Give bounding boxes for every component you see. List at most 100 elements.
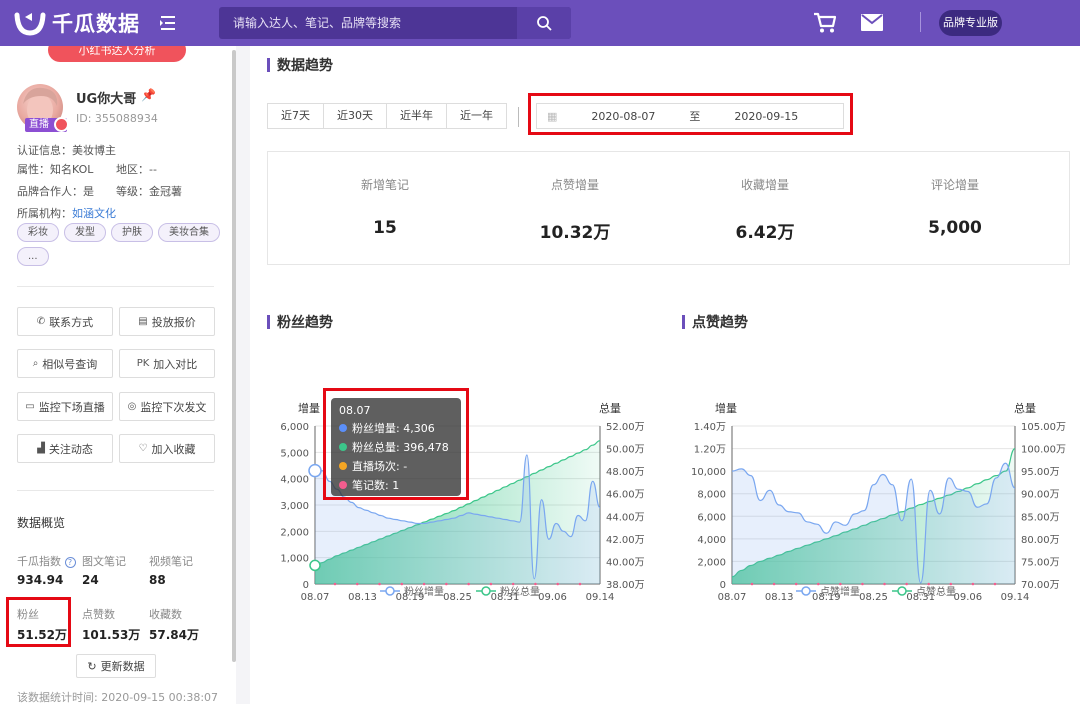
phone-icon: ✆ — [36, 316, 46, 327]
x-tick-label: 09.06 — [538, 592, 567, 603]
note-marker — [905, 582, 908, 586]
note-marker — [794, 582, 798, 586]
likes-section-title: 点赞趋势 — [682, 312, 748, 332]
fans-legend-2[interactable]: 粉丝总量 — [476, 583, 540, 598]
search-icon — [537, 16, 552, 31]
tooltip-row: 粉丝增量: 4,306 — [339, 420, 453, 436]
add-compare-button[interactable]: PK 加入对比 — [119, 349, 215, 378]
main-panel: 数据趋势 近7天 近30天 近半年 近一年 ▦ 2020-08-07 至 202… — [250, 46, 1080, 704]
refresh-icon: ↻ — [87, 659, 97, 673]
date-range-picker[interactable]: ▦ 2020-08-07 至 2020-09-15 — [536, 103, 844, 129]
tag-more[interactable]: ... — [17, 247, 49, 266]
x-tick-label: 08.31 — [906, 592, 935, 603]
help-icon[interactable]: ? — [64, 557, 76, 568]
logo[interactable]: 千瓜数据 — [14, 8, 140, 38]
likes-legend-1[interactable]: 点赞增量 — [796, 583, 860, 598]
overview-title: 数据概览 — [17, 516, 66, 530]
sidebar-scrollbar[interactable] — [232, 50, 236, 662]
cert-info: 认证信息：美妆博主 — [17, 144, 116, 157]
y2-tick-label: 100.00万 — [1021, 445, 1066, 456]
summary-label: 点赞增量 — [550, 178, 599, 192]
search-bar — [219, 7, 571, 39]
tag-item[interactable]: 护肤 — [111, 223, 153, 242]
x-tick-label: 09.14 — [586, 592, 615, 603]
likes-legend-label: 点赞增量 — [820, 587, 860, 598]
x-tick-label: 08.07 — [718, 592, 747, 603]
tag-item[interactable]: 彩妆 — [17, 223, 59, 242]
monitor-live-button[interactable]: ▭ 监控下场直播 — [17, 392, 113, 421]
refresh-label: 更新数据 — [100, 660, 145, 673]
quote-button[interactable]: ▤ 投放报价 — [119, 307, 215, 336]
note-marker — [467, 582, 470, 586]
note-marker — [927, 582, 931, 586]
search-button[interactable] — [517, 7, 571, 39]
tag-item[interactable]: 发型 — [64, 223, 106, 242]
series-area-粉丝增量 — [315, 454, 600, 584]
fans-legend-1[interactable]: 粉丝增量 — [380, 583, 444, 598]
summary-comments: 评论增量 5,000 — [885, 176, 1025, 238]
series-area-点赞增量 — [732, 463, 1015, 584]
user-id-label: ID: — [76, 112, 92, 125]
pro-version-badge[interactable]: 品牌专业版 — [939, 10, 1002, 36]
stat-time: 该数据统计时间: 2020-09-15 00:38:07 — [17, 691, 219, 704]
menu-toggle-icon[interactable] — [157, 13, 179, 33]
stat-value-video-notes: 88 — [149, 573, 166, 587]
date-start[interactable]: 2020-08-07 — [591, 109, 656, 123]
y2-tick-label: 44.00万 — [606, 512, 645, 523]
range-year[interactable]: 近一年 — [446, 103, 507, 129]
y-tick-label: 4,000 — [280, 475, 309, 486]
chart-icon: ▟ — [37, 443, 45, 454]
series-line-点赞增量 — [731, 462, 1016, 584]
tag-item[interactable]: 美妆合集 — [158, 223, 220, 242]
y2-tick-label: 48.00万 — [606, 467, 645, 478]
note-marker — [422, 582, 426, 586]
top-divider — [920, 12, 921, 32]
likes-chart[interactable]: 增量 总量 0 2,000 4,000 6,000 8,000 10,000 1.20万 1.40… — [665, 344, 1080, 612]
stat-label-likes: 点赞数 — [82, 608, 115, 621]
trend-title: 数据趋势 — [277, 58, 333, 74]
x-tick-label: 09.14 — [1001, 592, 1030, 603]
nickname: UG你大哥 — [76, 92, 137, 107]
top-bar: 千瓜数据 品牌专业版 — [0, 0, 1080, 46]
contact-label: 联系方式 — [49, 315, 94, 329]
monitor-post-button[interactable]: ◎ 监控下次发文 — [119, 392, 215, 421]
range-7d[interactable]: 近7天 — [267, 103, 324, 129]
xhs-analysis-label: 小红书达人分析 — [78, 46, 156, 57]
similar-search-button[interactable]: ⌕ 相似号查询 — [17, 349, 113, 378]
y2-tick-label: 95.00万 — [1021, 467, 1060, 478]
user-id: ID: 355088934 — [76, 112, 158, 125]
x-tick-label: 08.13 — [765, 592, 794, 603]
range-30d[interactable]: 近30天 — [323, 103, 387, 129]
note-marker — [400, 582, 404, 586]
search-input[interactable] — [219, 7, 517, 39]
pin-icon[interactable]: 📌 — [141, 88, 156, 102]
y2-axis-title: 总量 — [1014, 401, 1036, 415]
likes-legend-2[interactable]: 点赞总量 — [892, 583, 956, 598]
similar-search-label: 相似号查询 — [42, 357, 98, 371]
x-tick-label: 08.31 — [491, 592, 520, 603]
series-line-粉丝增量 — [314, 454, 601, 580]
range-half-year[interactable]: 近半年 — [386, 103, 447, 129]
y-axis-title: 增量 — [298, 401, 320, 415]
likes-title: 点赞趋势 — [692, 315, 748, 331]
stat-label-fans: 粉丝 — [17, 608, 39, 621]
logo-icon — [14, 12, 46, 36]
org-link[interactable]: 如涵文化 — [72, 207, 116, 220]
pk-icon: PK — [136, 358, 150, 369]
contact-button[interactable]: ✆ 联系方式 — [17, 307, 113, 336]
tag-list: 彩妆 发型 护肤 美妆合集 ... — [17, 223, 222, 266]
follow-updates-button[interactable]: ▟ 关注动态 — [17, 434, 113, 463]
mail-icon[interactable] — [861, 14, 883, 31]
fans-chart[interactable]: 增量 总量 0 1,000 2,000 3,000 4,000 5,000 6,000 38.00… — [250, 344, 665, 612]
date-end[interactable]: 2020-09-15 — [734, 109, 799, 123]
y2-tick-label: 46.00万 — [606, 490, 645, 501]
divider — [17, 490, 214, 491]
xhs-analysis-button[interactable]: 小红书达人分析 — [48, 46, 186, 62]
add-favorite-button[interactable]: ♡ 加入收藏 — [119, 434, 215, 463]
cart-icon[interactable] — [813, 12, 837, 34]
stat-value-collects: 57.84万 — [149, 628, 199, 642]
brand-name: 千瓜数据 — [52, 12, 140, 36]
refresh-button[interactable]: ↻ 更新数据 — [76, 654, 156, 678]
verified-check-icon — [54, 117, 69, 132]
chart-tooltip: 08.07 粉丝增量: 4,306 粉丝总量: 396,478 直播场次: - … — [331, 398, 461, 496]
